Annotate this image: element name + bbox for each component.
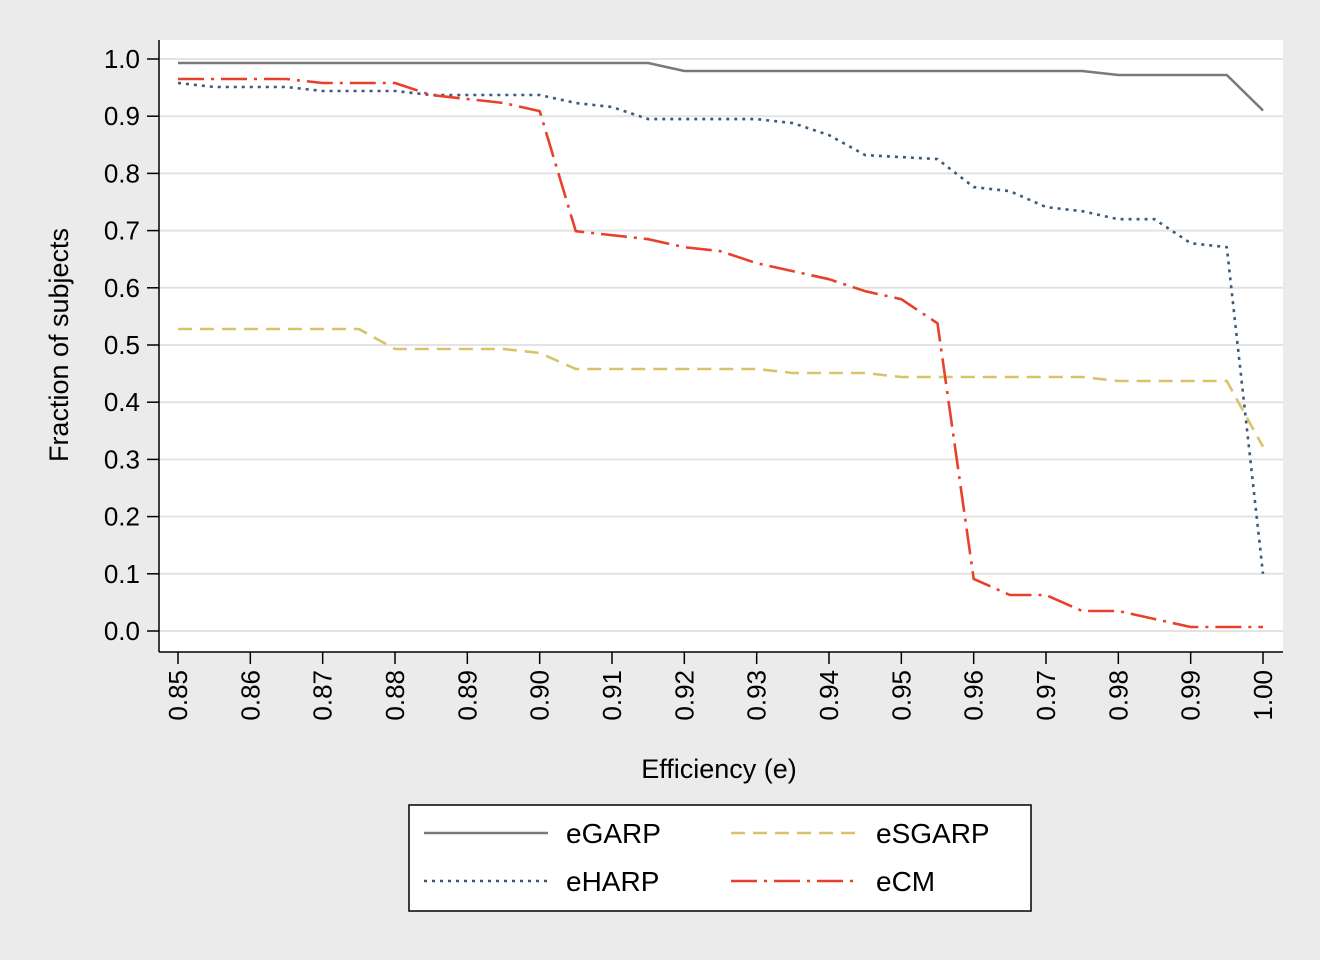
y-tick-label: 0.5 [104,330,140,360]
x-tick-label: 0.89 [452,670,482,721]
y-tick-label: 0.6 [104,273,140,303]
grid-lines [159,58,1283,632]
series-lines [177,61,1265,629]
series-line-ecm [178,77,1263,629]
legend: eGARP eSGARP eHARP eCM [408,804,1032,912]
x-tick-label: 0.93 [742,670,772,721]
x-tick-label: 0.96 [959,670,989,721]
legend-label-ecm: eCM [876,866,935,897]
x-tick-label: 0.86 [235,670,265,721]
series-line-egarp [178,61,1264,112]
y-tick-label: 0.3 [104,444,140,474]
x-tick-label: 0.85 [163,670,193,721]
y-tick-label: 0.2 [104,502,140,532]
x-tick-label: 0.87 [308,670,338,721]
x-tick-label: 0.92 [669,670,699,721]
y-tick-label: 0.8 [104,158,140,188]
y-tick-label: 0.9 [104,101,140,131]
x-ticks: 0.85 0.86 0.87 0.88 0.89 0.90 0.91 0.92 0.93 0.94… [163,652,1278,721]
x-tick-label: 0.97 [1031,670,1061,721]
y-tick-label: 0.1 [104,559,140,589]
x-tick-label: 0.95 [886,670,916,721]
axes [158,40,1283,653]
y-tick-label: 0.4 [104,387,140,417]
x-axis-label: Efficiency (e) [641,754,797,784]
x-tick-label: 0.99 [1176,670,1206,721]
legend-label-egarp: eGARP [566,818,661,849]
series-line-esgarp [178,327,1265,448]
x-tick-label: 0.88 [380,670,410,721]
x-tick-label: 0.90 [525,670,555,721]
legend-label-esgarp: eSGARP [876,818,990,849]
x-tick-label: 0.91 [597,670,627,721]
legend-box [408,804,1032,912]
x-tick-label: 1.00 [1248,670,1278,721]
y-tick-label: 1.0 [104,44,140,74]
y-tick-label: 0.0 [104,616,140,646]
x-tick-label: 0.94 [814,670,844,721]
y-axis-label: Fraction of subjects [44,228,74,462]
y-tick-label: 0.7 [104,216,140,246]
x-tick-label: 0.98 [1103,670,1133,721]
legend-label-eharp: eHARP [566,866,659,897]
y-ticks: 0.0 0.1 0.2 0.3 0.4 0.5 0.6 0.7 0.8 0.9 1.0 [104,44,159,646]
